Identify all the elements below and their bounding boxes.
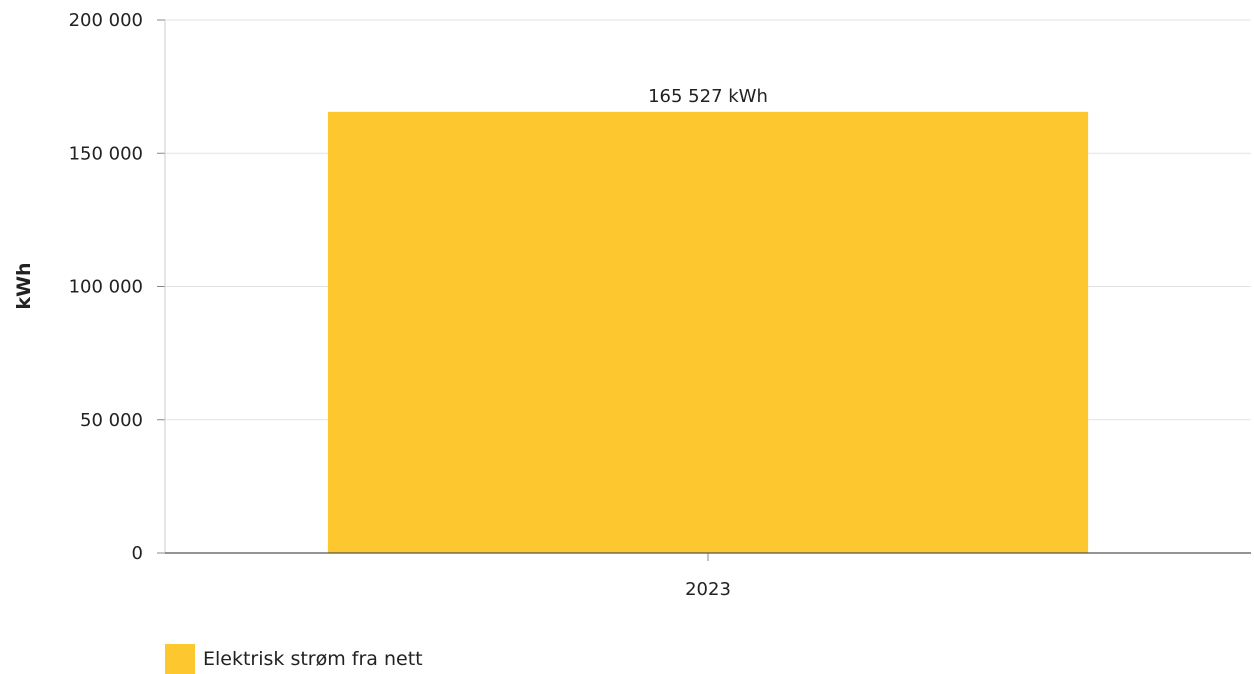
bar [327, 111, 1089, 553]
y-tick-label: 50 000 [80, 410, 143, 431]
data-labels: 165 527 kWh [648, 86, 768, 107]
bar-chart: 0 50 000 100 000 150 000 200 000 2023 165 52… [13, 10, 1251, 600]
legend: Elektrisk strøm fra nett [165, 644, 423, 674]
data-label: 165 527 kWh [648, 86, 768, 107]
x-axis-ticks: 2023 [165, 552, 1251, 600]
y-tick-label: 100 000 [69, 277, 143, 298]
y-tick-label: 0 [132, 543, 143, 564]
y-axis-label: kWh [13, 262, 35, 309]
x-tick-label: 2023 [685, 579, 731, 600]
bars [327, 111, 1089, 553]
y-tick-label: 150 000 [69, 143, 143, 164]
legend-swatch [165, 644, 195, 674]
legend-label: Elektrisk strøm fra nett [203, 648, 423, 670]
y-axis-ticks: 0 50 000 100 000 150 000 200 000 [69, 10, 166, 564]
y-tick-label: 200 000 [69, 10, 143, 31]
